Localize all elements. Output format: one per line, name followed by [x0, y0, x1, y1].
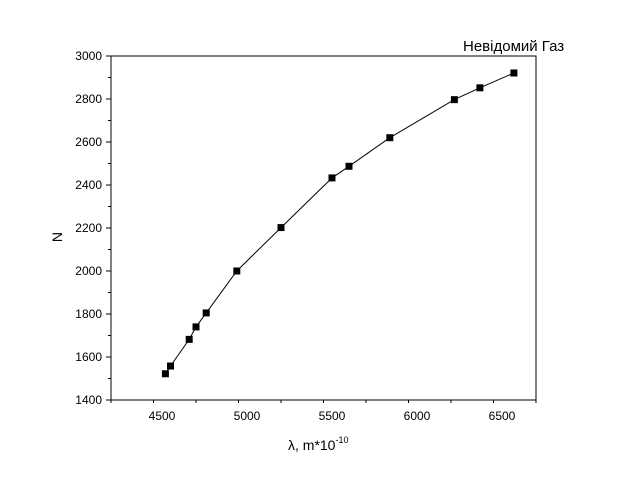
chart-title: Невідомий Газ	[463, 38, 564, 55]
data-point	[476, 84, 484, 92]
y-tick-label: 3000	[75, 49, 102, 63]
x-tick-label: 5500	[319, 409, 346, 423]
data-markers	[161, 69, 518, 378]
data-point	[233, 267, 241, 275]
x-tick-label: 4500	[149, 409, 176, 423]
data-point	[510, 69, 518, 77]
plot-frame	[110, 55, 537, 401]
y-tick-label: 1600	[75, 350, 102, 364]
y-tick-label: 2400	[75, 178, 102, 192]
data-point	[345, 162, 353, 170]
y-tick-label: 2200	[75, 221, 102, 235]
data-point	[185, 335, 193, 343]
x-axis-label: λ, m*10-10	[288, 435, 348, 453]
y-tick-label: 2000	[75, 264, 102, 278]
x-tick-label: 6500	[489, 409, 516, 423]
y-tick-label: 2800	[75, 92, 102, 106]
y-tick-label: 2600	[75, 135, 102, 149]
x-axis-label-main: λ, m*10	[288, 437, 336, 453]
y-axis-label: N	[49, 232, 65, 242]
x-tick-label: 5000	[234, 409, 261, 423]
x-axis-label-exponent: -10	[335, 435, 348, 445]
x-tick-label: 6000	[404, 409, 431, 423]
data-point	[202, 309, 210, 317]
data-point	[192, 323, 200, 331]
data-point	[386, 134, 394, 142]
y-tick-label: 1800	[75, 307, 102, 321]
axis-ticks: 4500 5000 5500 6000 6500 1400 1600 1800 2000 2200…	[75, 49, 537, 423]
data-point	[277, 224, 285, 232]
data-point	[167, 362, 174, 370]
data-point	[450, 96, 458, 104]
y-tick-label: 1400	[75, 393, 102, 407]
data-point	[161, 370, 169, 378]
data-point	[328, 174, 336, 182]
series-line	[164, 72, 515, 375]
